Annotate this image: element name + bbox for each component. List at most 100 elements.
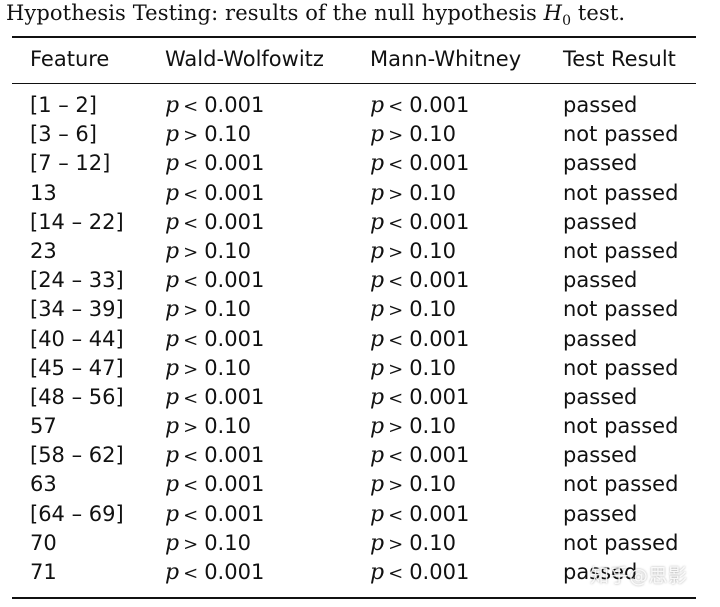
- table-row: [34 – 39] p >0.10 p >0.10 not passed: [0, 295, 720, 324]
- table-top-rule: [12, 36, 696, 38]
- feature-cell: 70: [30, 530, 57, 555]
- p-symbol: p: [370, 443, 385, 469]
- caption-text: Hypothesis Testing: results of the null …: [6, 1, 537, 25]
- p-value: 0.10: [204, 530, 251, 555]
- p-symbol: p: [165, 472, 180, 498]
- feature-cell: 63: [30, 472, 57, 497]
- test-result-cell: not passed: [563, 180, 679, 205]
- comparison-operator: <: [183, 212, 199, 234]
- table-row: 13 p <0.001 p >0.10 not passed: [0, 179, 720, 208]
- feature-cell: 13: [30, 180, 57, 205]
- table-row: 71 p <0.001 p <0.001 passed: [0, 558, 720, 587]
- table-row: 70 p >0.10 p >0.10 not passed: [0, 529, 720, 558]
- comparison-operator: <: [183, 475, 199, 497]
- wald-wolfowitz-cell: p <0.001: [165, 91, 264, 121]
- comparison-operator: >: [388, 241, 404, 263]
- p-value: 0.001: [204, 501, 265, 526]
- comparison-operator: <: [183, 446, 199, 468]
- p-symbol: p: [165, 209, 180, 235]
- mann-whitney-cell: p >0.10: [370, 470, 456, 500]
- feature-cell: [7 – 12]: [30, 151, 111, 176]
- feature-cell: 23: [30, 238, 57, 263]
- p-symbol: p: [370, 530, 385, 556]
- mann-whitney-cell: p <0.001: [370, 208, 469, 238]
- p-symbol: p: [165, 297, 180, 323]
- comparison-operator: <: [388, 329, 404, 351]
- mann-whitney-cell: p >0.10: [370, 120, 456, 150]
- wald-wolfowitz-cell: p >0.10: [165, 120, 251, 150]
- p-symbol: p: [165, 530, 180, 556]
- wald-wolfowitz-cell: p <0.001: [165, 470, 264, 500]
- p-value: 0.10: [409, 472, 456, 497]
- p-value: 0.10: [409, 238, 456, 263]
- test-result-cell: passed: [563, 560, 638, 584]
- p-symbol: p: [370, 238, 385, 264]
- p-value: 0.001: [409, 151, 470, 176]
- p-value: 0.10: [409, 122, 456, 147]
- p-value: 0.001: [204, 180, 265, 205]
- comparison-operator: <: [388, 154, 404, 176]
- header-test-result: Test Result: [563, 47, 676, 71]
- test-result-cell: passed: [563, 443, 638, 468]
- header-feature: Feature: [30, 47, 110, 71]
- comparison-operator: >: [388, 300, 404, 322]
- mann-whitney-cell: p >0.10: [370, 179, 456, 209]
- p-symbol: p: [165, 93, 180, 118]
- mann-whitney-cell: p <0.001: [370, 325, 469, 355]
- p-symbol: p: [370, 297, 385, 323]
- p-value: 0.001: [409, 93, 470, 117]
- null-hypothesis-symbol: H0: [543, 1, 572, 30]
- p-value: 0.10: [409, 414, 456, 439]
- header-wald-wolfowitz: Wald-Wolfowitz: [165, 47, 324, 71]
- mann-whitney-cell: p <0.001: [370, 149, 469, 179]
- wald-wolfowitz-cell: p >0.10: [165, 237, 251, 267]
- wald-wolfowitz-cell: p <0.001: [165, 500, 264, 530]
- table-row: 63 p <0.001 p >0.10 not passed: [0, 470, 720, 499]
- comparison-operator: >: [388, 358, 404, 380]
- p-symbol: p: [370, 472, 385, 498]
- p-value: 0.001: [409, 501, 470, 526]
- p-symbol: p: [370, 180, 385, 206]
- mann-whitney-cell: p >0.10: [370, 412, 456, 442]
- wald-wolfowitz-cell: p >0.10: [165, 529, 251, 559]
- wald-wolfowitz-cell: p <0.001: [165, 325, 264, 355]
- comparison-operator: <: [183, 504, 199, 526]
- table-row: 57 p >0.10 p >0.10 not passed: [0, 412, 720, 441]
- feature-cell: [14 – 22]: [30, 209, 124, 234]
- comparison-operator: >: [183, 533, 199, 555]
- p-symbol: p: [165, 414, 180, 440]
- comparison-operator: <: [388, 212, 404, 234]
- p-symbol: p: [370, 122, 385, 148]
- feature-cell: [45 – 47]: [30, 355, 124, 380]
- watermark: 知乎@思影: [590, 565, 688, 587]
- comparison-operator: <: [388, 271, 404, 293]
- p-value: 0.001: [409, 326, 470, 351]
- p-value: 0.001: [204, 443, 265, 468]
- comparison-operator: >: [183, 300, 199, 322]
- test-result-cell: not passed: [563, 530, 679, 555]
- p-symbol: p: [165, 122, 180, 148]
- p-symbol: p: [165, 384, 180, 410]
- table-row: [24 – 33] p <0.001 p <0.001 passed: [0, 266, 720, 295]
- test-result-cell: not passed: [563, 414, 679, 439]
- test-result-cell: not passed: [563, 122, 679, 147]
- feature-cell: [64 – 69]: [30, 501, 124, 526]
- test-result-cell: passed: [563, 501, 638, 526]
- feature-cell: 71: [30, 560, 57, 584]
- test-result-cell: not passed: [563, 472, 679, 497]
- table-row: 23 p >0.10 p >0.10 not passed: [0, 237, 720, 266]
- table-row: [64 – 69] p <0.001 p <0.001 passed: [0, 500, 720, 529]
- p-value: 0.10: [204, 297, 251, 322]
- p-symbol: p: [165, 238, 180, 264]
- table-row: [40 – 44] p <0.001 p <0.001 passed: [0, 325, 720, 354]
- p-symbol: p: [370, 355, 385, 381]
- comparison-operator: <: [183, 183, 199, 205]
- mann-whitney-cell: p <0.001: [370, 266, 469, 296]
- p-value: 0.001: [409, 209, 470, 234]
- p-symbol: p: [165, 326, 180, 352]
- test-result-cell: passed: [563, 209, 638, 234]
- comparison-operator: <: [183, 329, 199, 351]
- p-value: 0.001: [409, 560, 470, 584]
- caption-tail: test.: [577, 1, 626, 25]
- p-value: 0.10: [409, 180, 456, 205]
